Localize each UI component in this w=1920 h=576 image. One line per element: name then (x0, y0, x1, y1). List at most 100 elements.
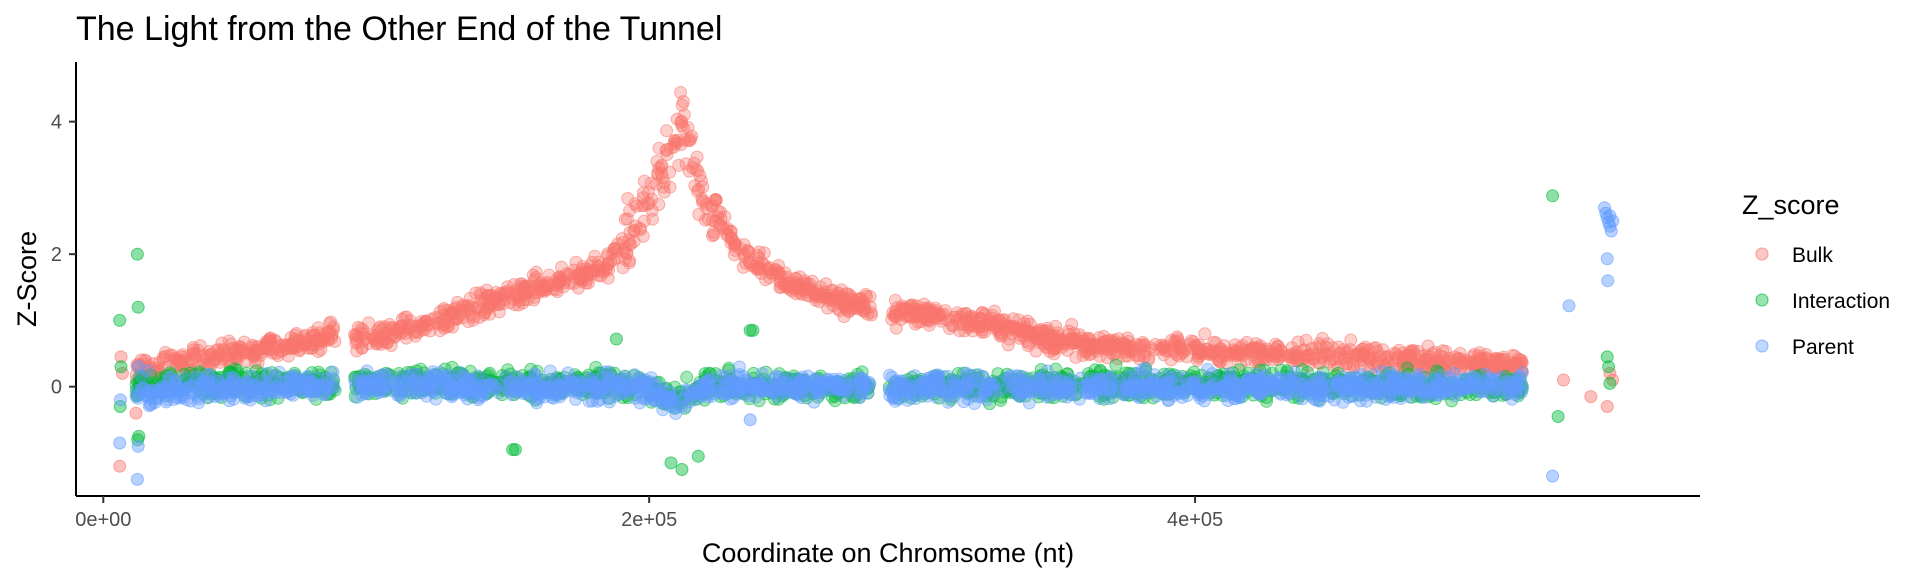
data-point (688, 179, 702, 193)
data-point (314, 326, 327, 340)
data-point (1447, 366, 1461, 380)
data-point (1464, 376, 1478, 390)
data-point (1193, 391, 1207, 405)
data-point (1500, 380, 1514, 394)
data-point (1006, 379, 1020, 393)
data-point (132, 360, 145, 374)
data-point (821, 372, 835, 386)
data-point (1562, 299, 1576, 313)
data-point (1551, 410, 1565, 423)
data-point (515, 280, 529, 294)
data-point (551, 276, 564, 290)
data-point (320, 326, 334, 340)
data-point (766, 267, 779, 281)
data-point (610, 375, 624, 389)
data-point (293, 343, 306, 356)
data-point (272, 383, 286, 397)
data-point (998, 318, 1012, 332)
data-point (795, 391, 808, 405)
data-point (1440, 383, 1454, 396)
data-point (1274, 348, 1288, 362)
data-point (350, 390, 364, 404)
data-point (947, 385, 961, 399)
data-point (698, 213, 712, 227)
data-point (1283, 377, 1297, 391)
data-point (733, 242, 747, 256)
chart-title: The Light from the Other End of the Tunn… (76, 10, 722, 48)
data-point (774, 280, 788, 294)
data-point (1021, 339, 1035, 353)
data-point (1137, 338, 1151, 352)
data-point (767, 372, 781, 385)
data-point (1190, 374, 1204, 388)
data-point (131, 439, 145, 453)
data-point (646, 212, 660, 226)
data-point (1451, 378, 1465, 392)
data-point (1230, 385, 1244, 399)
data-point (1018, 324, 1032, 337)
data-point (1327, 393, 1341, 407)
data-point (1600, 252, 1614, 266)
data-point (157, 352, 171, 366)
data-point (1285, 341, 1299, 355)
data-point (1603, 376, 1617, 390)
data-point (610, 251, 624, 265)
data-point (1389, 347, 1403, 361)
data-point (793, 379, 807, 393)
data-point (709, 193, 723, 207)
data-point (824, 284, 838, 298)
data-point (965, 309, 979, 323)
data-point (1302, 349, 1316, 363)
data-point (695, 385, 709, 399)
data-point (904, 384, 918, 398)
data-point (508, 443, 522, 457)
data-point (259, 337, 273, 351)
data-point (731, 370, 745, 384)
data-point (711, 384, 725, 398)
data-point (1367, 341, 1381, 355)
data-point (461, 373, 474, 387)
data-point (1003, 368, 1017, 382)
data-point (176, 354, 190, 367)
data-point (1251, 386, 1265, 400)
data-point (1245, 373, 1259, 387)
data-point (250, 343, 264, 357)
data-point (528, 367, 542, 381)
data-point (812, 384, 826, 397)
data-point (1164, 371, 1178, 385)
data-point (675, 98, 689, 112)
data-point (1102, 392, 1116, 406)
data-point (663, 180, 677, 194)
data-point (916, 379, 929, 393)
data-point (791, 281, 805, 295)
data-point (964, 376, 978, 390)
data-point (1514, 353, 1528, 367)
data-point (1602, 360, 1616, 374)
data-point (754, 377, 768, 391)
data-point (808, 288, 822, 302)
data-point (637, 174, 651, 188)
data-point (1227, 347, 1241, 361)
data-point (301, 375, 315, 389)
data-point (1425, 388, 1439, 401)
data-point (690, 150, 704, 164)
data-point (245, 383, 259, 397)
data-point (575, 272, 589, 286)
data-point (1012, 313, 1026, 327)
data-point (130, 472, 144, 486)
data-point (1546, 189, 1560, 203)
data-point (754, 266, 768, 280)
data-point (1049, 319, 1063, 333)
data-point (941, 313, 955, 327)
data-point (1366, 356, 1380, 370)
data-point (560, 375, 574, 389)
data-point (360, 382, 374, 395)
data-point (231, 343, 245, 357)
data-point (679, 400, 692, 414)
data-point (1301, 382, 1315, 396)
data-point (680, 370, 694, 384)
data-point (691, 449, 705, 463)
data-point (1138, 385, 1152, 399)
data-point (1022, 396, 1036, 410)
